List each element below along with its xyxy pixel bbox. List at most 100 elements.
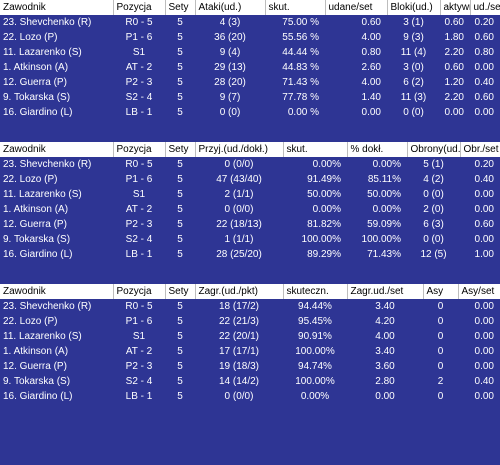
stat-cell-zagr-ud-set: 3.40: [375, 301, 395, 312]
column-header-zagr-ud-set[interactable]: Zagr.ud./set: [347, 284, 424, 299]
stat-cell-asy-set: 0.00: [474, 391, 494, 402]
stat-cell-sety: 5: [177, 32, 183, 43]
stat-cell-skuteczn: 100.00%: [295, 376, 335, 387]
table-row[interactable]: 16. Giardino (L) LB - 1 5 0 (0) 0.00 % 0.00 0 …: [0, 105, 500, 120]
column-header-ataki-ud[interactable]: Ataki(ud.): [195, 0, 266, 15]
stat-cell-udane-set: 0.60: [361, 17, 381, 28]
stat-cell-pozycja: S1: [132, 331, 146, 342]
stat-cell-skut: 100.00%: [301, 234, 341, 245]
column-header-skuteczn[interactable]: skuteczn.: [283, 284, 348, 299]
stat-cell-sety: 5: [177, 92, 183, 103]
attack-header-row: Zawodnik Pozycja Sety Ataki(ud.) skut. udane/…: [0, 0, 500, 15]
table-row[interactable]: 22. Lozo (P) P1 - 6 5 47 (43/40) 91.49% 85.11…: [0, 172, 500, 187]
stat-cell-zagr-ud-pkt: 18 (17/2): [218, 301, 260, 312]
column-header-pozycja[interactable]: Pozycja: [113, 142, 166, 157]
table-row[interactable]: 22. Lozo (P) P1 - 6 5 36 (20) 55.56 % 4.00 9 (…: [0, 30, 500, 45]
table-row[interactable]: 23. Shevchenko (R) R0 - 5 5 4 (3) 75.00 % 0.6…: [0, 15, 500, 30]
column-header-zawodnik[interactable]: Zawodnik: [0, 284, 114, 299]
table-row[interactable]: 9. Tokarska (S) S2 - 4 5 1 (1/1) 100.00% 100.…: [0, 232, 500, 247]
stat-cell-obr-set: 0.40: [474, 174, 494, 185]
table-row[interactable]: 11. Lazarenko (S) S1 5 22 (20/1) 90.91% 4.00 0…: [0, 329, 500, 344]
stat-cell-skut: 0.00%: [312, 159, 341, 170]
column-header-asy[interactable]: Asy: [423, 284, 459, 299]
player-name-cell: 22. Lozo (P): [3, 174, 58, 185]
stat-cell-pozycja: P2 - 3: [125, 77, 153, 88]
stat-cell-udane-set: 1.40: [361, 92, 381, 103]
stat-cell-pozycja: S1: [132, 47, 146, 58]
table-row[interactable]: 1. Atkinson (A) AT - 2 5 29 (13) 44.83 % 2.60…: [0, 60, 500, 75]
column-header-aktywn[interactable]: aktywn.: [440, 0, 471, 15]
column-header-asy-set[interactable]: Asy/set: [458, 284, 500, 299]
table-row[interactable]: 22. Lozo (P) P1 - 6 5 22 (21/3) 95.45% 4.20 0 0…: [0, 314, 500, 329]
stat-cell-asy: 0: [437, 346, 444, 357]
stat-cell-pozycja: LB - 1: [125, 391, 153, 402]
table-row[interactable]: 23. Shevchenko (R) R0 - 5 5 18 (17/2) 94.44%…: [0, 299, 500, 314]
serve-header-row: Zawodnik Pozycja Sety Zagr.(ud./pkt) skutecz…: [0, 284, 500, 299]
table-row[interactable]: 23. Shevchenko (R) R0 - 5 5 0 (0/0) 0.00% 0.0…: [0, 157, 500, 172]
stat-cell-obrony-ud: 6 (3): [423, 219, 444, 230]
column-header-pozycja[interactable]: Pozycja: [113, 284, 166, 299]
table-row[interactable]: 1. Atkinson (A) AT - 2 5 17 (17/1) 100.00% 3.…: [0, 344, 500, 359]
stat-cell-pozycja: P2 - 3: [125, 219, 153, 230]
stat-cell-sety: 5: [177, 189, 183, 200]
column-header-zawodnik[interactable]: Zawodnik: [0, 142, 114, 157]
stat-cell-asy-set: 0.00: [474, 301, 494, 312]
column-header-sety[interactable]: Sety: [165, 142, 196, 157]
table-row[interactable]: 12. Guerra (P) P2 - 3 5 22 (18/13) 81.82% 59.…: [0, 217, 500, 232]
stat-cell-dok: 71.43%: [367, 249, 401, 260]
stat-cell-pozycja: LB - 1: [125, 107, 153, 118]
table-row[interactable]: 9. Tokarska (S) S2 - 4 5 9 (7) 77.78 % 1.40 11…: [0, 90, 500, 105]
player-name-cell: 9. Tokarska (S): [3, 92, 71, 103]
stat-cell-skuteczn: 94.44%: [298, 301, 332, 312]
table-row[interactable]: 11. Lazarenko (S) S1 5 9 (4) 44.44 % 0.80 11 (…: [0, 45, 500, 60]
stat-cell-bloki-ud: 9 (3): [403, 32, 424, 43]
stat-cell-skut: 77.78 %: [282, 92, 319, 103]
stat-cell-asy: 0: [437, 361, 444, 372]
player-name-cell: 12. Guerra (P): [3, 77, 67, 88]
stat-cell-przyj-ud-dok: 0 (0/0): [224, 204, 254, 215]
column-header-sety[interactable]: Sety: [165, 284, 196, 299]
column-header-sety[interactable]: Sety: [165, 0, 196, 15]
stat-cell-pozycja: S2 - 4: [125, 376, 153, 387]
table-row[interactable]: 11. Lazarenko (S) S1 5 2 (1/1) 50.00% 50.00% 0…: [0, 187, 500, 202]
stat-cell-udane-set: 2.60: [361, 62, 381, 73]
stat-cell-pozycja: P2 - 3: [125, 361, 153, 372]
table-row[interactable]: 16. Giardino (L) LB - 1 5 28 (25/20) 89.29% 7…: [0, 247, 500, 262]
stat-cell-asy: 2: [437, 376, 444, 387]
column-header-zawodnik[interactable]: Zawodnik: [0, 0, 114, 15]
player-name-cell: 12. Guerra (P): [3, 219, 67, 230]
stat-cell-ud-set: 0.00: [474, 62, 494, 73]
column-header-obr-set[interactable]: Obr./set: [460, 142, 500, 157]
stat-cell-obr-set: 1.00: [474, 249, 494, 260]
stat-cell-pozycja: AT - 2: [125, 62, 153, 73]
column-header-skut[interactable]: skut.: [283, 142, 348, 157]
table-row[interactable]: 12. Guerra (P) P2 - 3 5 19 (18/3) 94.74% 3.60…: [0, 359, 500, 374]
column-header-ud-set[interactable]: ud./set: [470, 0, 500, 15]
stat-cell-dok: 85.11%: [367, 174, 401, 185]
stat-cell-udane-set: 4.00: [361, 77, 381, 88]
stat-cell-sety: 5: [177, 107, 183, 118]
column-header-bloki-ud[interactable]: Bloki(ud.): [387, 0, 441, 15]
column-header-udane-set[interactable]: udane/set: [325, 0, 388, 15]
column-header-pozycja[interactable]: Pozycja: [113, 0, 166, 15]
stat-cell-pozycja: R0 - 5: [125, 159, 153, 170]
reception-header-row: Zawodnik Pozycja Sety Przyj.(ud./dokł.) skut…: [0, 142, 500, 157]
column-header-dok[interactable]: % dokł.: [347, 142, 408, 157]
stat-cell-aktywn: 2.20: [444, 92, 464, 103]
stat-cell-obrony-ud: 12 (5): [420, 249, 447, 260]
table-row[interactable]: 12. Guerra (P) P2 - 3 5 28 (20) 71.43 % 4.00 6…: [0, 75, 500, 90]
stat-cell-obr-set: 0.20: [474, 159, 494, 170]
column-header-zagr-ud-pkt[interactable]: Zagr.(ud./pkt): [195, 284, 284, 299]
stat-cell-ud-set: 0.20: [474, 17, 494, 28]
table-row[interactable]: 1. Atkinson (A) AT - 2 5 0 (0/0) 0.00% 0.00% 2…: [0, 202, 500, 217]
table-row[interactable]: 16. Giardino (L) LB - 1 5 0 (0/0) 0.00% 0.00 0…: [0, 389, 500, 404]
stat-cell-sety: 5: [177, 361, 183, 372]
player-name-cell: 1. Atkinson (A): [3, 62, 69, 73]
stat-cell-pozycja: P1 - 6: [125, 316, 153, 327]
column-header-przyj-ud-dok[interactable]: Przyj.(ud./dokł.): [195, 142, 284, 157]
table-row[interactable]: 9. Tokarska (S) S2 - 4 5 14 (14/2) 100.00% 2.…: [0, 374, 500, 389]
column-header-skut[interactable]: skut.: [265, 0, 326, 15]
column-header-obrony-ud[interactable]: Obrony(ud.): [407, 142, 461, 157]
stat-cell-bloki-ud: 11 (4): [400, 47, 427, 58]
stat-cell-ataki-ud: 36 (20): [214, 32, 246, 43]
